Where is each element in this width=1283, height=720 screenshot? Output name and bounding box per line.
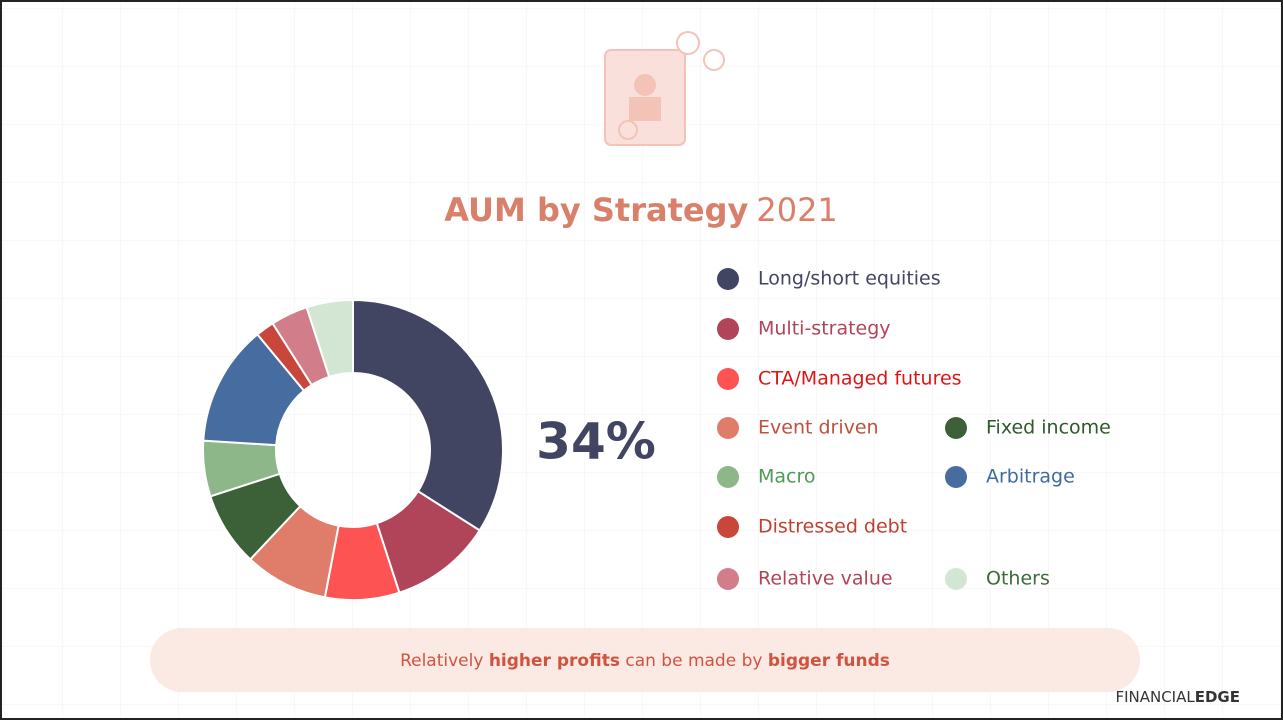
legend-label: Event driven — [758, 417, 879, 439]
legend-swatch — [945, 466, 967, 488]
legend-label: Macro — [758, 466, 816, 488]
caption-part: bigger funds — [768, 651, 890, 671]
caption-part: Relatively — [400, 651, 489, 671]
title-year: 2021 — [756, 191, 837, 229]
caption-box — [150, 628, 1140, 692]
legend-swatch — [717, 516, 739, 538]
legend-swatch — [717, 268, 739, 290]
legend-swatch — [717, 568, 739, 590]
legend-swatch — [717, 368, 739, 390]
legend-swatch — [717, 318, 739, 340]
donut-segment — [352, 298, 504, 532]
legend-label: CTA/Managed futures — [758, 368, 962, 390]
legend-label: Distressed debt — [758, 516, 907, 538]
legend-swatch — [717, 417, 739, 439]
legend-label: Multi-strategy — [758, 318, 891, 340]
legend-label: Others — [986, 568, 1050, 590]
logo: FINANCIALEDGE — [1115, 688, 1240, 706]
logo-part: EDGE — [1195, 688, 1240, 706]
legend-label: Arbitrage — [986, 466, 1075, 488]
legend-label: Fixed income — [986, 417, 1111, 439]
icon — [604, 31, 725, 146]
legend-label: Long/short equities — [758, 268, 941, 290]
caption-part: higher profits — [489, 651, 620, 671]
donut-segment — [305, 298, 354, 379]
caption-part: can be made by — [620, 651, 768, 671]
center-value-label: 34% — [536, 413, 656, 471]
legend-swatch — [945, 417, 967, 439]
caption: Relatively higher profits can be made by… — [400, 651, 890, 671]
title-main: AUM by Strategy — [444, 191, 748, 229]
legend-swatch — [717, 466, 739, 488]
legend-label: Relative value — [758, 568, 893, 590]
logo-part: FINANCIAL — [1115, 688, 1195, 706]
legend-swatch — [945, 568, 967, 590]
chart-title: AUM by Strategy 2021 — [444, 191, 838, 229]
